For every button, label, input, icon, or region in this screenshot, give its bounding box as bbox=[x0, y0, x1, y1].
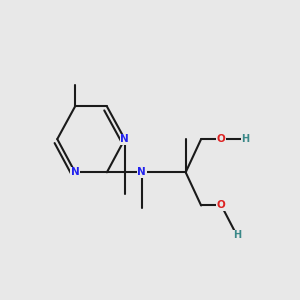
Text: O: O bbox=[217, 200, 226, 211]
Text: N: N bbox=[120, 134, 129, 144]
Text: N: N bbox=[71, 167, 80, 177]
Text: H: H bbox=[241, 134, 249, 144]
Text: N: N bbox=[137, 167, 146, 177]
Text: H: H bbox=[233, 230, 241, 240]
Text: O: O bbox=[217, 134, 226, 144]
